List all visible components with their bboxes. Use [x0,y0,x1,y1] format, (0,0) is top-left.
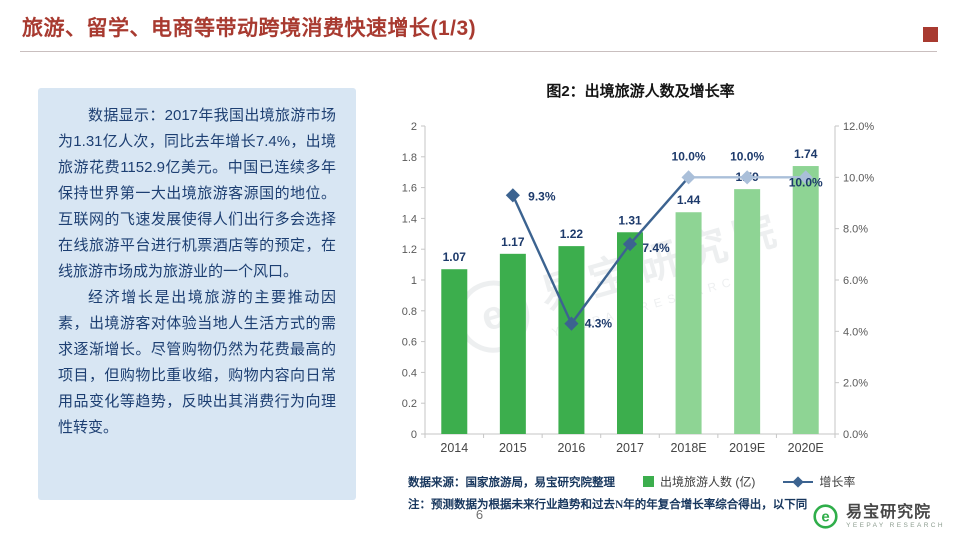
svg-text:2019E: 2019E [729,441,765,455]
svg-text:1.44: 1.44 [677,193,701,207]
svg-text:1.22: 1.22 [560,227,584,241]
chart-note: 注：预测数据为根据未来行业趋势和过去N年的年复合增长率综合得出，以下同 [408,499,808,511]
svg-text:1: 1 [411,275,417,287]
brand-logo-icon: e [813,504,838,529]
legend-item-bar: 出境旅游人数 (亿) [643,473,755,490]
legend-line-swatch-icon [783,475,814,488]
svg-text:1.8: 1.8 [402,152,417,164]
chart-title: 图2：出境旅游人数及增长率 [546,83,735,100]
svg-text:10.0%: 10.0% [789,175,823,189]
svg-text:4.3%: 4.3% [585,317,613,331]
title-accent-square [923,27,938,42]
brand-logo-name: 易宝研究院 [846,503,932,521]
svg-text:1.07: 1.07 [443,250,467,264]
svg-text:0.8: 0.8 [402,306,417,318]
svg-text:2016: 2016 [558,441,586,455]
svg-text:1.2: 1.2 [402,244,417,256]
summary-panel: 数据显示：2017年我国出境旅游市场为1.31亿人次，同比去年增长7.4%，出境… [38,88,356,500]
svg-text:10.0%: 10.0% [672,149,706,163]
svg-text:1.4: 1.4 [402,213,417,225]
svg-text:1.6: 1.6 [402,183,417,195]
svg-text:0.0%: 0.0% [843,429,868,441]
data-source: 数据来源：国家旅游局，易宝研究院整理 [408,476,615,489]
svg-text:2015: 2015 [499,441,527,455]
svg-text:10.0%: 10.0% [843,172,874,184]
svg-text:0: 0 [411,429,417,441]
svg-text:9.3%: 9.3% [528,189,556,203]
page-title: 旅游、留学、电商等带动跨境消费快速增长(1/3) [22,17,477,40]
summary-paragraph: 经济增长是出境旅游的主要推动因素，出境游客对体验当地人生活方式的需求逐渐增长。尽… [58,289,336,436]
brand-logo-subtext: YEEPAY RESEARCH [846,521,945,529]
svg-text:e: e [821,509,829,526]
legend-line-label: 增长率 [819,475,856,489]
svg-text:8.0%: 8.0% [843,224,868,236]
combo-chart: 0 0.2 0.4 0.6 0.8 1 1.2 1.4 1.6 1.8 2 0.0% 2.0% 4.0% 6… [383,102,898,464]
svg-text:2: 2 [411,121,417,133]
svg-text:2017: 2017 [616,441,644,455]
svg-text:6.0%: 6.0% [843,275,868,287]
svg-text:2.0%: 2.0% [843,378,868,390]
legend-bar-label: 出境旅游人数 (亿) [660,475,756,489]
svg-text:1.74: 1.74 [794,147,818,161]
title-divider [20,51,937,52]
summary-paragraph: 数据显示：2017年我国出境旅游市场为1.31亿人次，同比去年增长7.4%，出境… [58,107,336,280]
svg-text:4.0%: 4.0% [843,326,868,338]
svg-text:2014: 2014 [440,441,468,455]
svg-text:0.6: 0.6 [402,337,417,349]
svg-text:0.4: 0.4 [402,367,417,379]
svg-text:1.31: 1.31 [618,213,642,227]
brand-logo: e 易宝研究院 YEEPAY RESEARCH [812,503,945,530]
chart-footer-row: 数据来源：国家旅游局，易宝研究院整理 出境旅游人数 (亿) 增长率 [408,473,855,490]
page-number: 6 [475,507,484,522]
svg-text:12.0%: 12.0% [843,121,874,133]
svg-text:7.4%: 7.4% [642,241,670,255]
svg-text:1.17: 1.17 [501,235,525,249]
legend-bar-swatch-icon [643,476,654,487]
svg-text:0.2: 0.2 [402,398,417,410]
legend-item-line: 增长率 [783,473,855,490]
svg-text:2018E: 2018E [670,441,706,455]
svg-text:2020E: 2020E [788,441,824,455]
svg-text:10.0%: 10.0% [730,149,764,163]
